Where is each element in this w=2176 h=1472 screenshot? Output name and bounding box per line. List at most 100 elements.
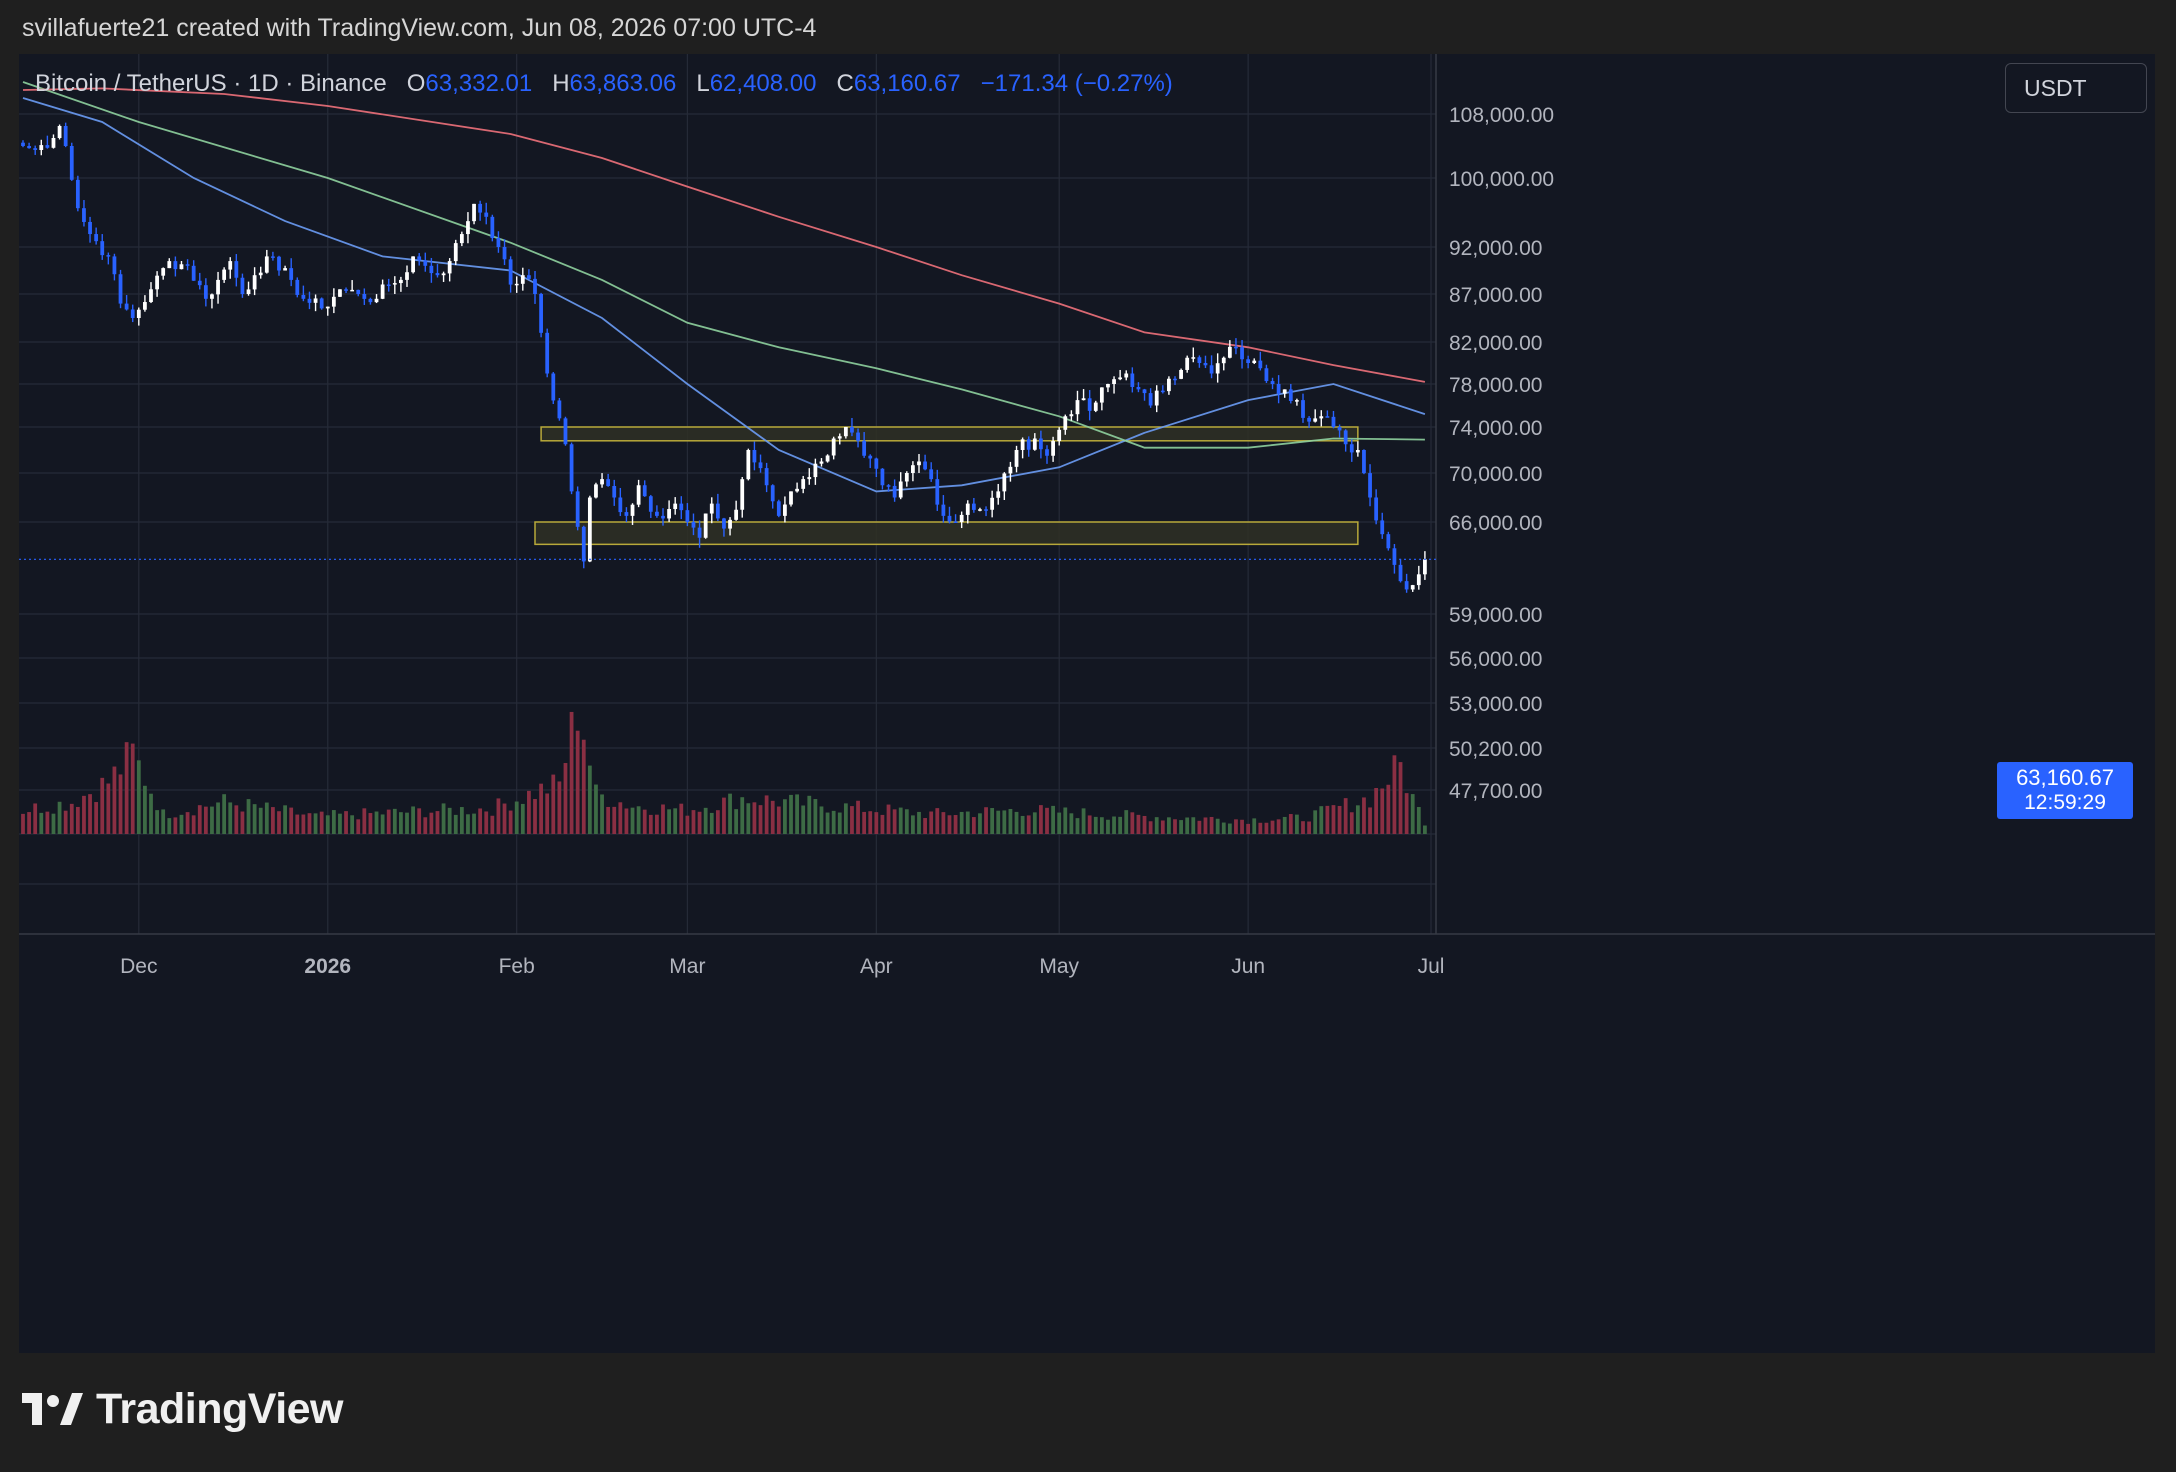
moving-average-line-3 bbox=[22, 87, 1426, 383]
candle-body bbox=[1398, 564, 1403, 582]
volume-bar bbox=[1221, 822, 1226, 834]
candle-body bbox=[1288, 389, 1293, 401]
candle-body bbox=[630, 504, 635, 516]
candle-body bbox=[368, 298, 373, 303]
volume-bar bbox=[362, 808, 367, 834]
volume-bar bbox=[136, 760, 141, 834]
time-axis-label: May bbox=[1039, 955, 1079, 978]
volume-bar bbox=[594, 784, 598, 834]
low-value: 62,408.00 bbox=[709, 70, 817, 97]
candle-body bbox=[1112, 379, 1116, 384]
volume-bar bbox=[386, 809, 391, 834]
candle-body bbox=[203, 285, 208, 299]
price-axis-label: 100,000.00 bbox=[1449, 168, 1554, 191]
candle-body bbox=[1264, 368, 1269, 382]
candle-body bbox=[466, 221, 470, 235]
candle-body bbox=[386, 284, 391, 286]
volume-bar bbox=[1343, 798, 1348, 834]
volume-bar bbox=[575, 730, 580, 834]
candle-body bbox=[917, 461, 921, 466]
volume-bar bbox=[75, 806, 80, 834]
tradingview-logo[interactable]: TradingView bbox=[22, 1385, 344, 1434]
volume-bar bbox=[1386, 784, 1391, 834]
candle-body bbox=[1063, 416, 1068, 430]
currency-button[interactable]: USDT bbox=[2005, 63, 2147, 113]
candle-body bbox=[27, 146, 31, 149]
volume-bar bbox=[1112, 816, 1116, 834]
volume-bar bbox=[600, 794, 604, 834]
volume-bar bbox=[472, 813, 476, 834]
candle-body bbox=[1240, 347, 1244, 360]
candle-body bbox=[472, 203, 476, 222]
chart-panel[interactable]: 108,000.00 100,000.00 92,000.00 87,000.00 82… bbox=[19, 54, 2155, 1353]
candle-body bbox=[106, 255, 111, 257]
candle-body bbox=[923, 461, 927, 470]
candle-body bbox=[1349, 444, 1354, 453]
candle-body bbox=[807, 477, 812, 480]
price-axis-label: 50,200.00 bbox=[1449, 738, 1542, 761]
volume-bar bbox=[508, 810, 513, 834]
moving-average-line-2 bbox=[22, 81, 1425, 449]
price-axis-label: 92,000.00 bbox=[1449, 237, 1542, 260]
candle-body bbox=[155, 275, 159, 290]
volume-bar bbox=[843, 803, 848, 834]
volume-bar bbox=[1301, 821, 1305, 834]
volume-bar bbox=[283, 805, 287, 834]
close-key: C bbox=[836, 70, 854, 97]
volume-bar bbox=[203, 806, 208, 834]
volume-bar bbox=[1197, 820, 1202, 834]
candle-body bbox=[874, 458, 879, 469]
volume-bar bbox=[435, 811, 440, 834]
candle-body bbox=[795, 488, 799, 492]
volume-bar bbox=[837, 812, 842, 834]
candle-body bbox=[691, 522, 696, 528]
candle-body bbox=[1160, 390, 1165, 393]
volume-bar bbox=[1002, 810, 1007, 834]
volume-bar bbox=[1093, 816, 1098, 834]
volume-bar bbox=[1331, 805, 1336, 834]
candle-body bbox=[283, 268, 287, 271]
candle-body bbox=[130, 309, 135, 318]
volume-bar bbox=[27, 812, 31, 834]
candle-body bbox=[618, 497, 623, 513]
volume-bar bbox=[423, 817, 428, 834]
candle-body bbox=[1093, 402, 1098, 411]
candle-body bbox=[539, 294, 543, 333]
support-resistance-zone bbox=[540, 426, 1359, 442]
change-value: −171.34 (−0.27%) bbox=[980, 70, 1173, 97]
chart-caption: svillafuerte21 created with TradingView.… bbox=[22, 14, 817, 42]
volume-bar bbox=[789, 794, 793, 834]
candle-body bbox=[1099, 387, 1104, 403]
candle-body bbox=[892, 485, 897, 498]
candle-body bbox=[478, 203, 483, 213]
volume-bar bbox=[350, 815, 355, 834]
candlestick-chart[interactable]: 108,000.00 100,000.00 92,000.00 87,000.00 82… bbox=[19, 54, 2155, 1353]
candle-body bbox=[667, 509, 671, 519]
time-axis-label: Dec bbox=[120, 955, 157, 978]
volume-bar bbox=[715, 810, 720, 834]
volume-bar bbox=[880, 814, 885, 834]
candle-body bbox=[1215, 363, 1220, 374]
candle-body bbox=[69, 146, 74, 180]
candle-body bbox=[1045, 449, 1049, 456]
candle-body bbox=[173, 261, 178, 270]
high-value: 63,863.06 bbox=[569, 70, 677, 97]
candle-body bbox=[868, 455, 873, 459]
volume-bar bbox=[911, 815, 915, 834]
candle-body bbox=[179, 264, 184, 270]
candle-body bbox=[551, 373, 556, 401]
volume-bar bbox=[1203, 817, 1208, 834]
volume-bar bbox=[240, 811, 245, 834]
volume-bar bbox=[1416, 807, 1421, 834]
volume-bar bbox=[356, 819, 361, 834]
candle-body bbox=[679, 503, 684, 511]
candle-body bbox=[837, 436, 842, 439]
candle-body bbox=[1087, 398, 1092, 411]
volume-bar bbox=[289, 807, 294, 834]
volume-bar bbox=[1240, 819, 1244, 834]
volume-bar bbox=[892, 809, 897, 834]
volume-bar bbox=[758, 805, 763, 834]
candle-body bbox=[88, 221, 92, 235]
candle-body bbox=[149, 289, 153, 303]
open-key: O bbox=[406, 70, 426, 97]
